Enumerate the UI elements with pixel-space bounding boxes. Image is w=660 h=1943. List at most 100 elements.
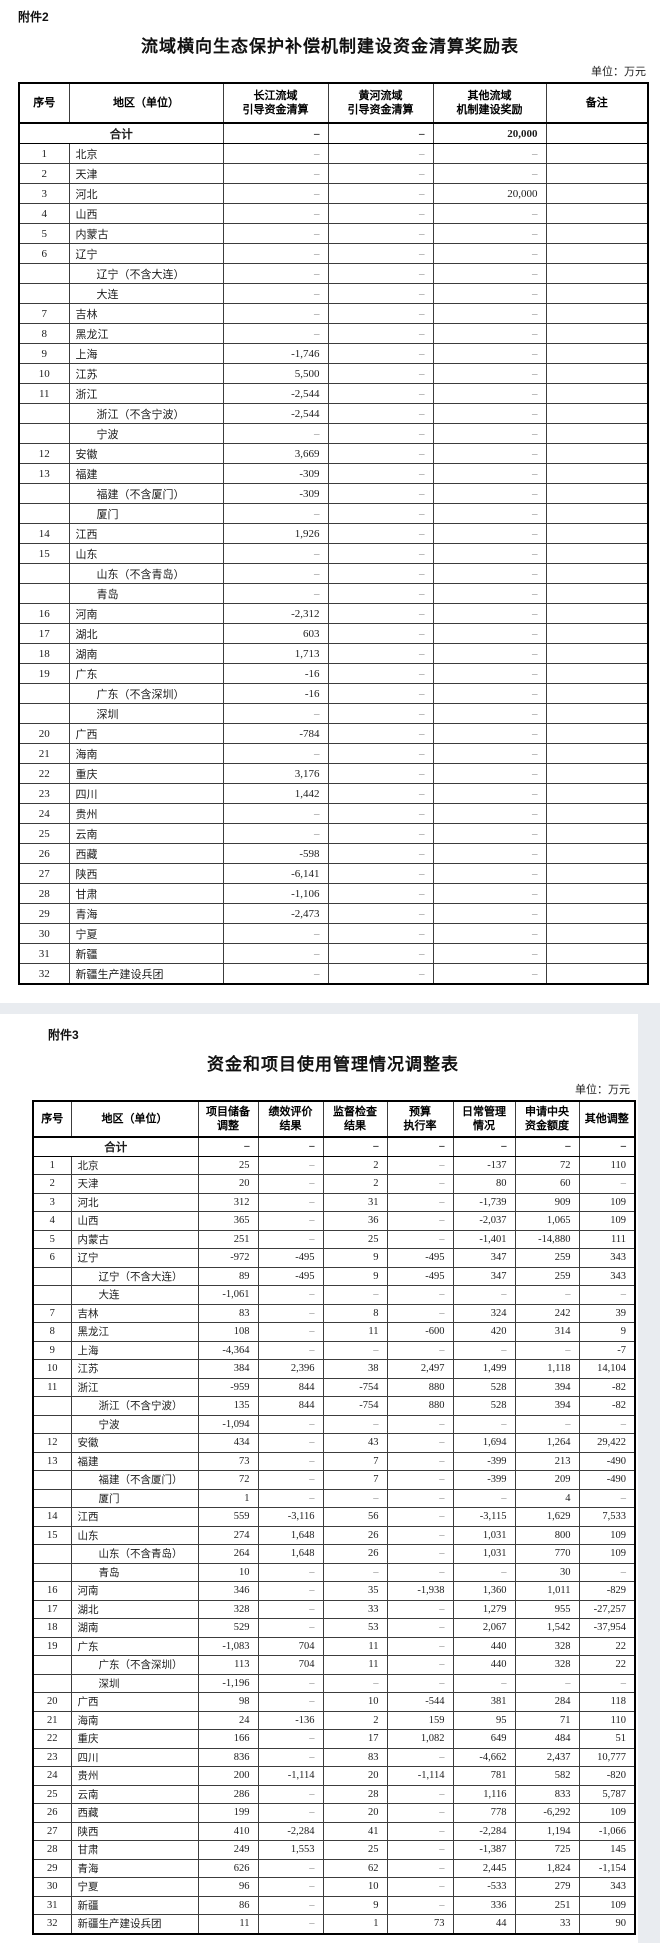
value-cell: –: [432, 683, 547, 704]
value-cell: –: [432, 863, 547, 884]
value-cell: 118: [578, 1692, 636, 1712]
table-row: 6 辽宁 -972 -495 9 -495 347 259 343: [32, 1248, 636, 1268]
value-cell: –: [432, 883, 547, 904]
note-cell: [545, 122, 649, 144]
table-row: 20 广西 -784– –: [18, 723, 649, 744]
value-cell: 199: [197, 1803, 259, 1823]
value-cell: -16: [222, 663, 329, 684]
note-cell: [545, 863, 649, 884]
table-row: 广东（不含深圳） -16– –: [18, 683, 649, 704]
region-cell: 江西: [70, 1507, 199, 1527]
table-row: 11 浙江 -959 844 -754 880 528 394 -82: [32, 1377, 636, 1397]
value-cell: -959: [197, 1377, 259, 1397]
index-cell: [18, 283, 70, 304]
table-row: 21 海南 – – –: [18, 743, 649, 764]
value-cell: –: [327, 963, 434, 985]
table-header: 序号 地区（单位） 项目储备 调整 绩效评价 结果 监督检查 结果 预算 执行率…: [32, 1100, 636, 1138]
value-cell: 249: [197, 1840, 259, 1860]
value-cell: -37,954: [578, 1618, 636, 1638]
index-cell: 2: [18, 163, 70, 184]
value-cell: –: [327, 163, 434, 184]
value-cell: -829: [578, 1581, 636, 1601]
value-cell: –: [222, 223, 329, 244]
value-cell: 20: [322, 1766, 388, 1786]
index-cell: 26: [18, 843, 70, 864]
table-row: 25 云南 – – –: [18, 823, 649, 844]
value-cell: -2,544: [222, 403, 329, 424]
value-cell: –: [578, 1673, 636, 1693]
value-cell: –: [386, 1488, 454, 1508]
value-cell: –: [257, 1581, 324, 1601]
index-cell: 11: [32, 1377, 72, 1397]
region-cell: 江苏: [68, 363, 224, 384]
index-cell: [32, 1655, 72, 1675]
value-cell: –: [257, 1729, 324, 1749]
value-cell: –: [322, 1136, 388, 1157]
region-cell: 湖北: [68, 623, 224, 644]
value-cell: –: [578, 1136, 636, 1157]
index-cell: [18, 703, 70, 724]
value-cell: -2,473: [222, 903, 329, 924]
region-cell: 天津: [70, 1174, 199, 1194]
value-cell: -533: [452, 1877, 516, 1897]
region-cell: 海南: [68, 743, 224, 764]
value-cell: -2,037: [452, 1211, 516, 1231]
value-cell: –: [322, 1562, 388, 1582]
table-row: 5 内蒙古 – – –: [18, 223, 649, 244]
region-cell: 福建（不含厦门）: [68, 483, 224, 504]
index-cell: 16: [18, 603, 70, 624]
table-row: 16 河南 346–35 -1,938 1,360 1,011 -829: [32, 1581, 636, 1601]
region-cell: 浙江（不含宁波）: [68, 403, 224, 424]
index-cell: [18, 503, 70, 524]
value-cell: –: [327, 423, 434, 444]
value-cell: 113: [197, 1655, 259, 1675]
value-cell: 284: [514, 1692, 580, 1712]
region-cell: 浙江（不含宁波）: [70, 1396, 199, 1416]
value-cell: -6,141: [222, 863, 329, 884]
table-row: 2 天津 20–2–80 60–: [32, 1174, 636, 1194]
value-cell: –: [327, 663, 434, 684]
value-cell: 72: [197, 1470, 259, 1490]
value-cell: –: [257, 1877, 324, 1897]
index-cell: 29: [18, 903, 70, 924]
region-cell: 黑龙江: [70, 1322, 199, 1342]
note-cell: [545, 363, 649, 384]
value-cell: -1,083: [197, 1636, 259, 1656]
value-cell: -1,746: [222, 343, 329, 364]
index-cell: 15: [32, 1525, 72, 1545]
region-cell: 重庆: [70, 1729, 199, 1749]
region-cell: 吉林: [70, 1303, 199, 1323]
region-cell: 河北: [70, 1192, 199, 1212]
value-cell: 836: [197, 1747, 259, 1767]
column-header-supervision-check: 监督检查 结果: [322, 1100, 388, 1138]
value-cell: 31: [322, 1192, 388, 1212]
value-cell: –: [452, 1136, 516, 1157]
value-cell: –: [257, 1599, 324, 1619]
value-cell: –: [432, 803, 547, 824]
value-cell: 381: [452, 1692, 516, 1712]
value-cell: 434: [197, 1433, 259, 1453]
region-cell: 深圳: [70, 1673, 199, 1693]
value-cell: 20,000: [432, 183, 547, 204]
index-cell: 2: [32, 1174, 72, 1194]
value-cell: 80: [452, 1174, 516, 1194]
region-cell: 浙江: [70, 1377, 199, 1397]
index-cell: 5: [32, 1229, 72, 1249]
value-cell: –: [432, 703, 547, 724]
value-cell: 35: [322, 1581, 388, 1601]
value-cell: –: [257, 1174, 324, 1194]
value-cell: 135: [197, 1396, 259, 1416]
value-cell: –: [222, 963, 329, 985]
table-row: 深圳 -1,196– – – – – –: [32, 1673, 636, 1693]
value-cell: 1: [322, 1914, 388, 1934]
value-cell: 22: [578, 1636, 636, 1656]
attachment2-title: 流域横向生态保护补偿机制建设资金清算奖励表: [141, 37, 519, 56]
table-row: 24 贵州 – – –: [18, 803, 649, 824]
value-cell: 242: [514, 1303, 580, 1323]
region-cell: 山东: [70, 1525, 199, 1545]
index-cell: [18, 263, 70, 284]
value-cell: 384: [197, 1359, 259, 1379]
value-cell: 25: [197, 1155, 259, 1175]
total-row: 合计 – – – – – – –: [32, 1136, 636, 1157]
table-row: 13 福建 73–7– -399 213 -490: [32, 1451, 636, 1471]
